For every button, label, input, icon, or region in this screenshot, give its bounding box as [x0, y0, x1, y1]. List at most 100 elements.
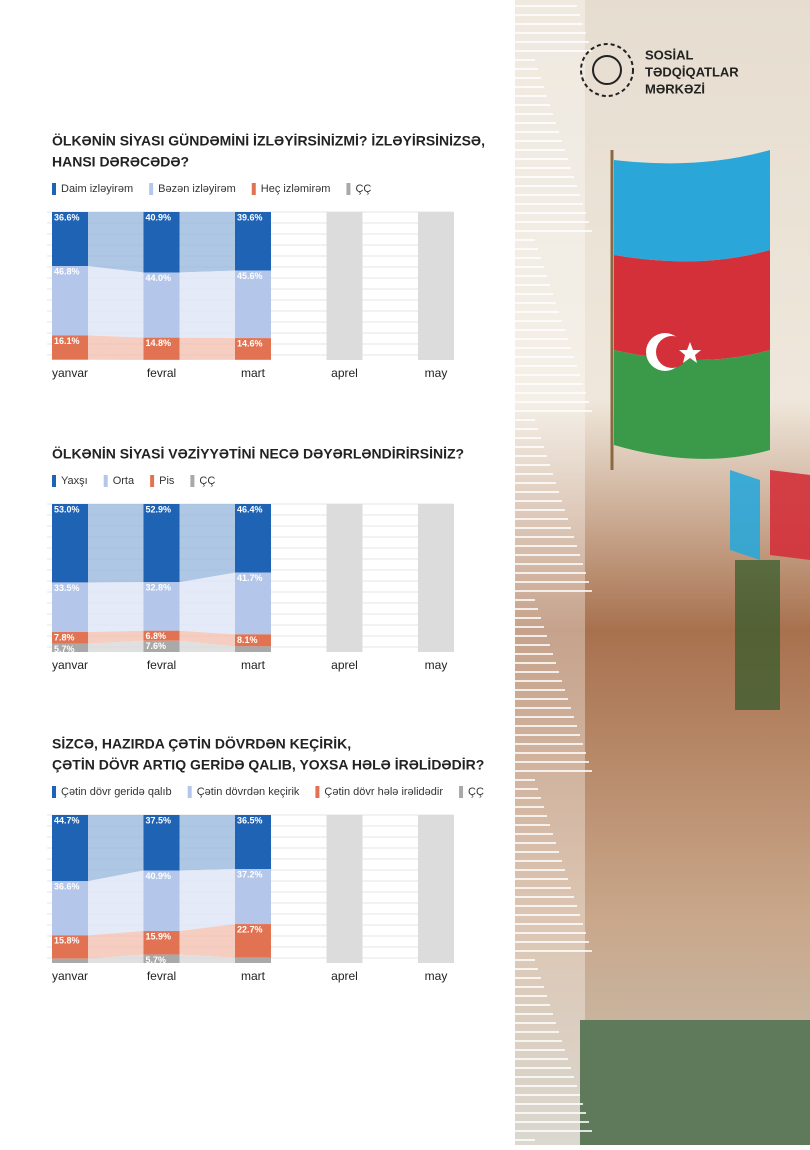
legend-label: ÇÇ — [468, 786, 484, 798]
legend-swatch — [315, 786, 319, 798]
legend-label: Bəzən izləyirəm — [158, 183, 236, 195]
data-label: 14.6% — [237, 338, 263, 348]
legend-swatch — [188, 786, 192, 798]
legend-swatch — [346, 183, 350, 195]
legend-swatch — [104, 475, 108, 487]
logo-line: TƏDQİQATLAR — [645, 64, 739, 79]
legend-swatch — [190, 475, 194, 487]
x-tick-label: yanvar — [52, 658, 88, 672]
chart-title: HANSI DƏRƏCƏDƏ? — [52, 154, 189, 170]
chart-title: ÇƏTİN DÖVR ARTIQ GERİDƏ QALIB, YOXSA HƏL… — [52, 757, 484, 773]
x-tick-label: yanvar — [52, 366, 88, 380]
bar-segment — [52, 266, 88, 335]
connector — [180, 504, 236, 582]
connector — [88, 212, 144, 273]
x-tick-label: may — [425, 658, 448, 672]
logo-line: MƏRKƏZİ — [645, 81, 705, 96]
data-label: 15.8% — [54, 936, 80, 946]
connector — [88, 582, 144, 632]
chart-title: ÖLKƏNİN SİYASI GÜNDƏMİNİ İZLƏYİRSİNİZMİ?… — [52, 133, 485, 149]
x-tick-label: may — [425, 969, 448, 983]
legend-swatch — [52, 786, 56, 798]
legend-label: Çətin dövrdən keçirik — [197, 786, 300, 798]
data-label: 7.6% — [146, 641, 167, 651]
bar-segment — [144, 504, 180, 582]
connector — [180, 338, 236, 360]
data-label: 6.8% — [146, 631, 167, 641]
chart-title: ÖLKƏNİN SİYASİ VƏZİYYƏTİNİ NECƏ DƏYƏRLƏN… — [52, 446, 464, 462]
data-label: 22.7% — [237, 924, 263, 934]
data-label: 52.9% — [146, 504, 172, 514]
bar-segment — [235, 646, 271, 652]
data-label: 40.9% — [146, 871, 172, 881]
legend-label: ÇÇ — [355, 183, 371, 195]
data-label: 32.8% — [146, 583, 172, 593]
placeholder-bar — [418, 504, 454, 652]
data-label: 8.1% — [237, 635, 258, 645]
data-label: 37.2% — [237, 869, 263, 879]
connector — [88, 815, 144, 881]
data-label: 41.7% — [237, 573, 263, 583]
data-label: 44.0% — [146, 273, 172, 283]
legend-swatch — [150, 475, 154, 487]
connector — [88, 931, 144, 959]
data-label: 39.6% — [237, 212, 263, 222]
placeholder-bar — [327, 504, 363, 652]
data-label: 36.5% — [237, 815, 263, 825]
bar-segment — [235, 958, 271, 963]
placeholder-bar — [418, 212, 454, 360]
legend-label: ÇÇ — [199, 475, 215, 487]
legend-swatch — [52, 183, 56, 195]
legend-label: Heç izləmirəm — [261, 183, 331, 195]
data-label: 36.6% — [54, 212, 80, 222]
data-label: 5.7% — [54, 644, 75, 654]
connector — [88, 335, 144, 359]
x-tick-label: mart — [241, 366, 266, 380]
x-tick-label: fevral — [147, 366, 176, 380]
logo-line: SOSİAL — [645, 47, 693, 62]
x-tick-label: may — [425, 366, 448, 380]
data-label: 46.8% — [54, 267, 80, 277]
data-label: 37.5% — [146, 815, 172, 825]
placeholder-bar — [327, 815, 363, 963]
legend-swatch — [52, 475, 56, 487]
connector — [88, 266, 144, 337]
legend-swatch — [252, 183, 256, 195]
legend-swatch — [149, 183, 153, 195]
legend-label: Orta — [113, 475, 135, 487]
data-label: 15.9% — [146, 931, 172, 941]
connector — [180, 573, 236, 635]
data-label: 14.8% — [146, 338, 172, 348]
connector — [88, 871, 144, 936]
bar-segment — [52, 504, 88, 582]
data-label: 36.6% — [54, 882, 80, 892]
legend-label: Daim izləyirəm — [61, 183, 133, 195]
placeholder-bar — [327, 212, 363, 360]
x-tick-label: aprel — [331, 366, 358, 380]
connector — [180, 869, 236, 931]
connector — [180, 212, 236, 273]
connector — [180, 815, 236, 871]
legend-label: Pis — [159, 475, 175, 487]
connector — [180, 271, 236, 338]
connector — [88, 504, 144, 582]
data-label: 46.4% — [237, 504, 263, 514]
data-label: 45.6% — [237, 271, 263, 281]
data-label: 7.8% — [54, 632, 75, 642]
x-tick-label: mart — [241, 658, 266, 672]
placeholder-bar — [418, 815, 454, 963]
bar-segment — [52, 359, 88, 360]
x-tick-label: aprel — [331, 658, 358, 672]
data-label: 33.5% — [54, 583, 80, 593]
data-label: 16.1% — [54, 336, 80, 346]
legend-swatch — [459, 786, 463, 798]
chart-title: SİZCƏ, HAZIRDA ÇƏTİN DÖVRDƏN KEÇİRİK, — [52, 736, 351, 752]
x-tick-label: yanvar — [52, 969, 88, 983]
x-tick-label: fevral — [147, 658, 176, 672]
legend-label: Çətin dövr hələ irəlidədir — [324, 786, 443, 798]
legend-label: Çətin dövr geridə qalıb — [61, 786, 172, 798]
x-tick-label: aprel — [331, 969, 358, 983]
data-label: 40.9% — [146, 212, 172, 222]
